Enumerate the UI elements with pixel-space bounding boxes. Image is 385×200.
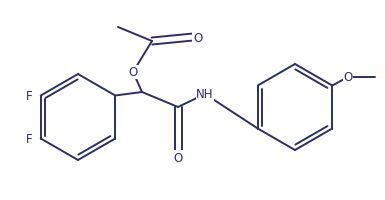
- Text: NH: NH: [196, 88, 214, 101]
- Text: O: O: [128, 66, 137, 79]
- Text: F: F: [26, 90, 33, 102]
- Text: F: F: [26, 132, 33, 145]
- Text: O: O: [343, 71, 353, 84]
- Text: O: O: [193, 31, 202, 44]
- Text: O: O: [173, 151, 182, 164]
